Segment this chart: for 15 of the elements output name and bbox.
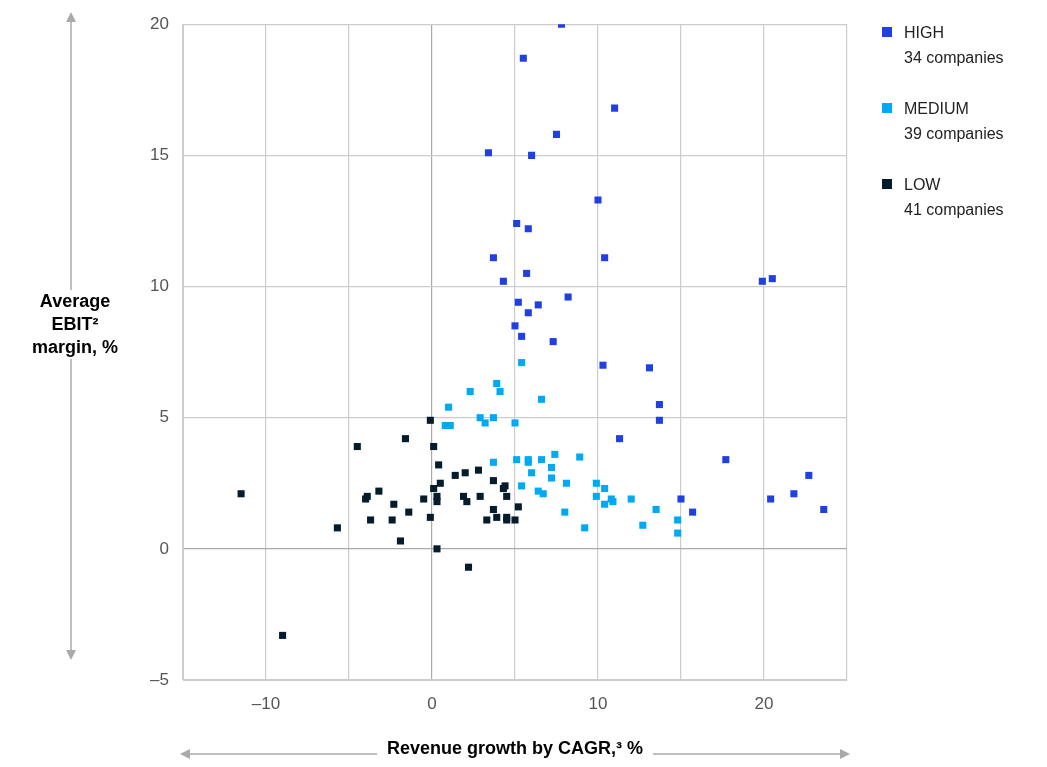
y-tick-label: 15 [150, 145, 169, 165]
y-axis-title: Average EBIT² margin, % [25, 290, 125, 359]
y-tick-label: –5 [150, 669, 169, 689]
x-tick-label: 0 [427, 693, 437, 713]
legend-label: MEDIUM 39 companies [904, 100, 1004, 142]
x-tick-label: 20 [754, 693, 774, 713]
y-tick-label: 20 [150, 13, 169, 33]
x-tick-label: –10 [251, 693, 281, 713]
y-tick-label: 0 [159, 538, 169, 558]
x-axis-title: Revenue growth by CAGR,³ % [376, 738, 654, 758]
y-tick-label: 5 [159, 407, 169, 427]
y-tick-label: 10 [150, 276, 169, 296]
legend-label: HIGH 34 companies [904, 24, 1004, 66]
legend-label: LOW 41 companies [904, 176, 1004, 218]
x-tick-label: 10 [588, 693, 608, 713]
